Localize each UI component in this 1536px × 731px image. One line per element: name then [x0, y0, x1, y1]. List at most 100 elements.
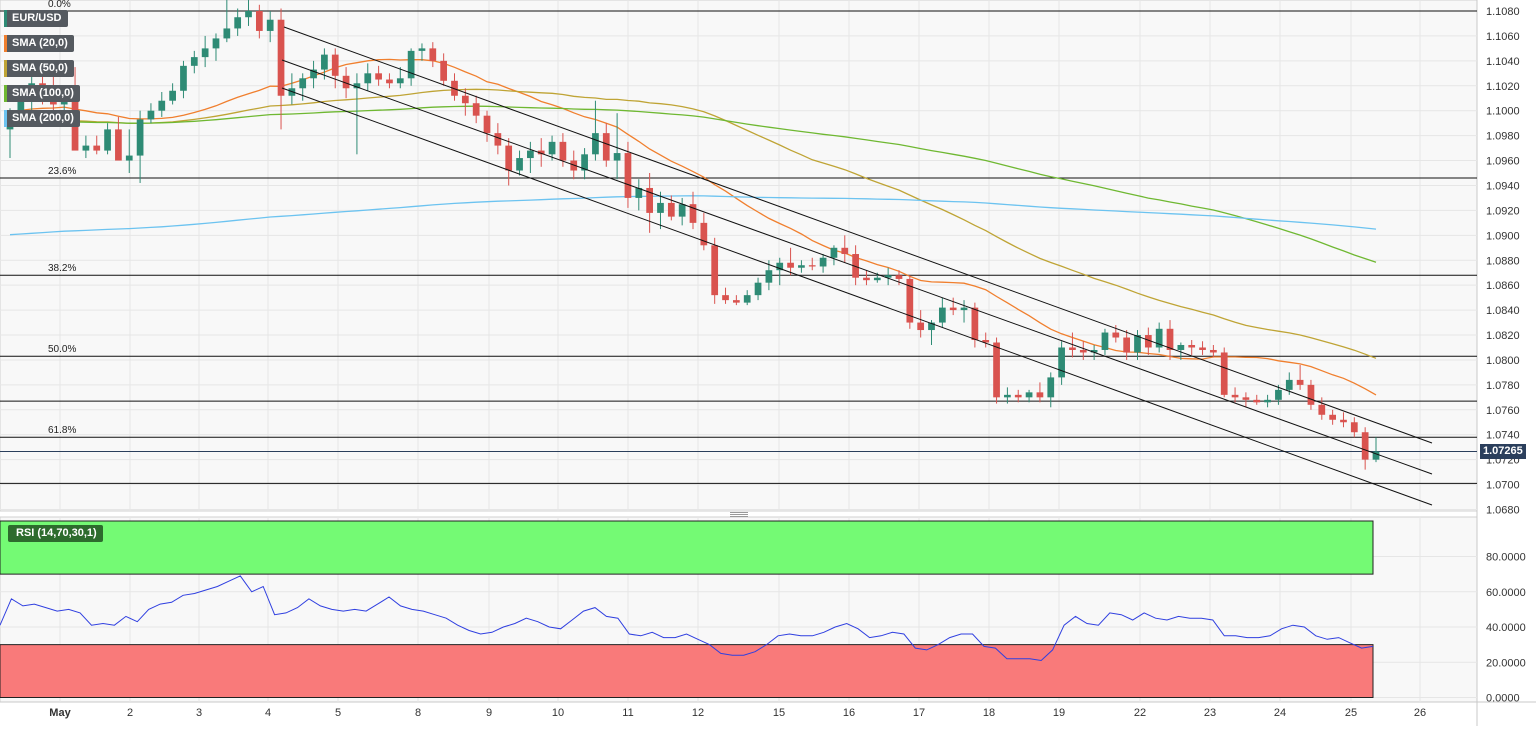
x-tick-label: 3: [196, 707, 202, 719]
candle: [364, 63, 372, 91]
candle-body: [711, 245, 719, 296]
x-tick-label: 10: [552, 707, 564, 719]
candle: [949, 297, 957, 316]
price-tick-label: 1.0920: [1486, 205, 1520, 217]
candle: [1210, 344, 1217, 358]
candle: [1134, 330, 1141, 360]
candle: [169, 83, 176, 105]
candle-body: [852, 254, 859, 278]
candle: [657, 191, 664, 230]
candle-body: [483, 115, 491, 134]
candle: [1014, 389, 1022, 403]
candle-body: [754, 282, 762, 296]
price-tick-label: 1.1020: [1486, 81, 1520, 93]
candle-body: [949, 307, 957, 311]
candle-body: [960, 307, 968, 311]
candle: [667, 195, 675, 221]
candle: [906, 275, 914, 329]
candle-body: [396, 78, 404, 84]
legend-symbol[interactable]: EUR/USD: [4, 10, 68, 27]
rsi-oversold-zone: [0, 644, 1374, 698]
candle: [1155, 322, 1163, 353]
legend-sma50[interactable]: SMA (50,0): [4, 60, 74, 77]
x-tick-label: May: [49, 707, 71, 719]
candle: [1275, 384, 1282, 405]
candle-body: [245, 11, 252, 18]
price-tick-label: 1.0760: [1486, 405, 1520, 417]
candle-body: [1275, 389, 1282, 400]
legend-sma100-label: SMA (100,0): [12, 87, 74, 99]
price-tick-label: 1.0960: [1486, 156, 1520, 168]
last-price-tag: 1.07265: [1480, 444, 1526, 459]
candle-body: [353, 83, 361, 89]
legend-rsi[interactable]: RSI (14,70,30,1): [8, 525, 103, 542]
legend-sma100[interactable]: SMA (100,0): [4, 85, 80, 102]
candle-body: [1329, 414, 1336, 420]
legend-sma200[interactable]: SMA (200,0): [4, 110, 80, 127]
candle-body: [830, 247, 838, 258]
candle: [635, 179, 643, 211]
candle: [180, 60, 187, 99]
candle: [375, 65, 382, 86]
candle-body: [1004, 394, 1011, 398]
candle: [527, 141, 534, 174]
candle: [1047, 372, 1055, 408]
candle: [93, 135, 101, 155]
pane-splitter-handle[interactable]: [730, 512, 748, 517]
legend-sma20[interactable]: SMA (20,0): [4, 35, 74, 52]
candle: [331, 48, 339, 89]
x-tick-label: 11: [622, 707, 633, 719]
candle: [1036, 382, 1044, 403]
candle: [613, 113, 621, 180]
candle-body: [461, 95, 469, 104]
candle: [776, 257, 784, 286]
candle-body: [1144, 335, 1152, 348]
candle: [1361, 427, 1369, 470]
x-tick-label: 15: [773, 707, 785, 719]
price-tick-label: 1.0780: [1486, 380, 1520, 392]
candle-body: [364, 73, 372, 84]
candle-body: [678, 204, 686, 217]
candle-body: [1253, 399, 1261, 403]
candle-body: [1177, 344, 1185, 350]
sma50-line: [9, 88, 1377, 359]
candle-body: [1242, 397, 1250, 400]
candle-body: [1101, 332, 1109, 350]
sma200-swatch: [4, 110, 7, 127]
price-tick-label: 1.0980: [1486, 131, 1520, 143]
candle: [1350, 417, 1358, 438]
candle-body: [928, 322, 935, 331]
candle-body: [938, 307, 946, 323]
candle-body: [472, 103, 480, 116]
x-tick-label: 4: [265, 707, 271, 719]
candle: [852, 245, 859, 286]
candle-body: [299, 78, 307, 89]
candle: [700, 212, 708, 251]
candle: [1264, 394, 1271, 408]
candle: [971, 302, 979, 348]
candle-body: [592, 133, 599, 155]
x-tick-label: 22: [1134, 707, 1146, 719]
candle-body: [548, 141, 556, 155]
candle-body: [667, 202, 675, 217]
candle: [841, 235, 849, 263]
candle: [245, 0, 252, 26]
price-tick-label: 1.0820: [1486, 330, 1520, 342]
candle-body: [234, 17, 242, 29]
sma50-swatch: [4, 60, 7, 77]
candle-body: [418, 48, 426, 51]
candle: [505, 138, 513, 186]
candle: [234, 8, 242, 36]
candle: [1220, 347, 1228, 398]
candle-body: [1296, 379, 1304, 385]
candle: [787, 247, 794, 276]
candle-body: [700, 222, 708, 246]
candle-body: [386, 79, 393, 84]
candle: [82, 135, 90, 159]
candle-body: [613, 153, 621, 161]
candle: [960, 300, 968, 323]
candle: [125, 129, 133, 174]
candle: [429, 42, 437, 68]
candle: [808, 257, 816, 271]
